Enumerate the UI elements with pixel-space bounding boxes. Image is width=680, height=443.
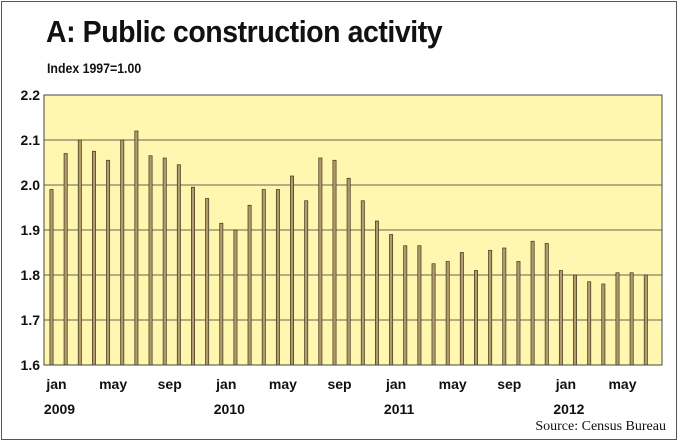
bar — [360, 200, 365, 366]
bar — [134, 130, 139, 366]
bar — [91, 150, 96, 366]
x-tick-label: jan — [385, 376, 406, 392]
bar — [403, 245, 408, 366]
bar — [290, 175, 295, 366]
y-tick-label: 2.1 — [21, 132, 41, 148]
y-tick-label: 2.2 — [21, 87, 41, 103]
bar — [106, 159, 111, 366]
bar — [304, 200, 309, 366]
x-axis: jan may sep jan may sep jan may sep jan may — [45, 376, 636, 392]
bar — [389, 234, 394, 366]
bar — [544, 243, 549, 366]
bar — [219, 222, 224, 366]
y-tick-label: 1.8 — [21, 267, 41, 283]
bar — [629, 272, 634, 366]
x-tick-label: sep — [327, 376, 351, 392]
bar — [205, 198, 210, 366]
bar — [247, 204, 252, 366]
bar — [63, 153, 68, 366]
bar — [332, 159, 337, 366]
year-label: 2009 — [44, 401, 75, 417]
x-tick-label: may — [269, 376, 297, 392]
bar — [530, 240, 535, 366]
bar — [261, 189, 266, 366]
bar — [176, 164, 181, 366]
source-note: Source: Census Bureau — [535, 419, 666, 434]
bar — [275, 189, 280, 366]
bar — [488, 249, 493, 366]
year-label: 2011 — [384, 401, 415, 417]
bar — [120, 139, 125, 366]
bar — [431, 263, 436, 366]
x-tick-label: may — [439, 376, 467, 392]
bar — [375, 220, 379, 366]
bar — [162, 157, 167, 366]
bar — [346, 177, 351, 366]
chart-subtitle: Index 1997=1.00 — [47, 60, 142, 76]
year-label: 2012 — [553, 401, 584, 417]
bar — [558, 270, 563, 366]
y-tick-label: 1.7 — [21, 312, 41, 328]
x-tick-label: may — [99, 376, 127, 392]
x-tick-label: jan — [45, 376, 66, 392]
bar — [49, 189, 54, 366]
bar — [191, 186, 195, 366]
chart-title: A: Public construction activity — [46, 14, 443, 49]
bar — [233, 229, 238, 366]
bar — [643, 274, 648, 366]
x-tick-label: jan — [215, 376, 236, 392]
x-tick-label: may — [608, 376, 636, 392]
bar — [77, 139, 82, 366]
plot-border — [43, 94, 663, 366]
bar — [148, 155, 153, 366]
x-tick-label: jan — [555, 376, 576, 392]
bar — [474, 270, 478, 366]
bar — [417, 245, 422, 366]
bars — [49, 130, 648, 366]
bar — [516, 261, 521, 366]
bar — [573, 274, 578, 366]
bar — [318, 157, 323, 366]
bar — [502, 247, 507, 366]
y-tick-label: 1.6 — [21, 357, 41, 373]
bar — [445, 261, 450, 366]
y-tick-label: 1.9 — [21, 222, 41, 238]
bar — [601, 283, 606, 366]
bar — [459, 252, 464, 366]
y-tick-label: 2.0 — [21, 177, 41, 193]
x-tick-label: sep — [497, 376, 521, 392]
y-axis: 1.6 1.7 1.8 1.9 2.0 2.1 2.2 — [21, 87, 41, 373]
x-tick-label: sep — [158, 376, 182, 392]
year-axis: 2009 2010 2011 2012 — [44, 401, 585, 417]
year-label: 2010 — [214, 401, 245, 417]
bar — [615, 272, 620, 366]
bar — [587, 281, 592, 366]
